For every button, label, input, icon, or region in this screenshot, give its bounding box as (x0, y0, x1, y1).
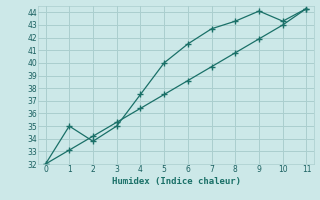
X-axis label: Humidex (Indice chaleur): Humidex (Indice chaleur) (111, 177, 241, 186)
